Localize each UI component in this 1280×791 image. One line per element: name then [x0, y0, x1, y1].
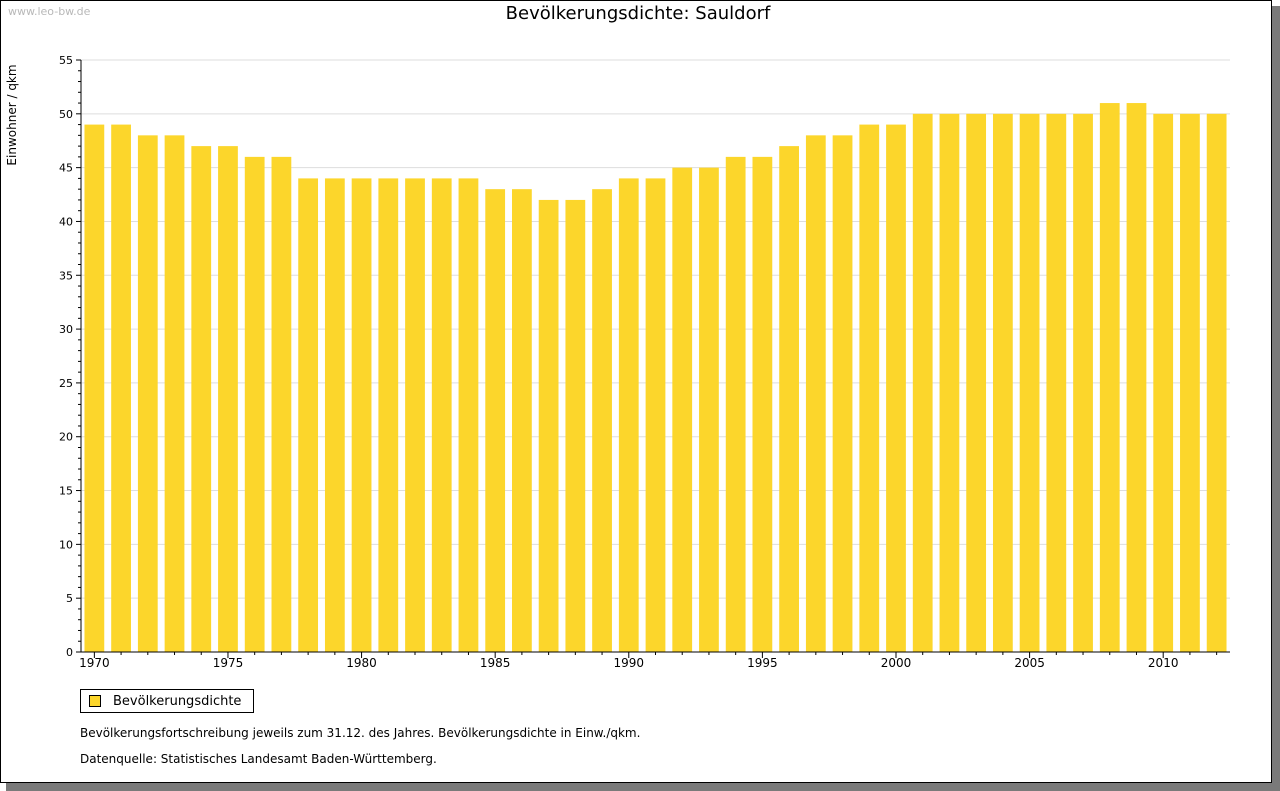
y-tick-label: 5 [66, 592, 73, 605]
y-axis-label: Einwohner / qkm [5, 64, 19, 165]
bar-1978 [298, 178, 319, 652]
bar-1992 [672, 167, 693, 653]
bar-2006 [1046, 113, 1067, 653]
x-tick-label: 1990 [614, 656, 645, 670]
y-tick-label: 10 [59, 538, 73, 551]
legend: Bevölkerungsdichte [80, 689, 255, 713]
x-tick-label: 1980 [346, 656, 377, 670]
bar-2001 [912, 113, 933, 653]
bar-1988 [565, 199, 586, 652]
frame-shadow-bottom [6, 783, 1280, 791]
bar-2010 [1153, 113, 1174, 653]
x-tick-label: 1975 [213, 656, 244, 670]
legend-label: Bevölkerungsdichte [113, 693, 242, 709]
bar-1973 [164, 135, 185, 652]
bar-1979 [324, 178, 345, 652]
y-tick-label: 20 [59, 431, 73, 444]
y-tick-label: 45 [59, 162, 73, 175]
bar-1996 [779, 146, 799, 653]
y-tick-label: 55 [59, 54, 73, 67]
watermark: www.leo-bw.de [8, 5, 91, 18]
bar-2008 [1099, 103, 1120, 652]
footnote-source: Datenquelle: Statistisches Landesamt Bad… [80, 752, 437, 766]
bar-1976 [244, 156, 265, 652]
x-tick-label: 2000 [881, 656, 912, 670]
bar-2000 [886, 124, 906, 653]
x-tick-label: 1970 [79, 656, 110, 670]
x-tick-label: 2005 [1014, 656, 1045, 670]
bar-2003 [966, 113, 987, 653]
bar-1970 [84, 124, 105, 653]
bar-1987 [538, 199, 559, 652]
bar-2009 [1126, 103, 1147, 652]
bar-1994 [725, 156, 746, 652]
y-tick-label: 40 [59, 215, 73, 228]
y-tick-label: 50 [59, 108, 73, 121]
bar-2012 [1206, 113, 1227, 653]
bar-1998 [832, 135, 853, 652]
bar-1983 [431, 178, 452, 652]
bar-1989 [592, 189, 612, 652]
legend-swatch [89, 695, 101, 707]
bar-2005 [1019, 113, 1040, 653]
y-tick-label: 15 [59, 485, 73, 498]
bar-1971 [111, 124, 131, 653]
bar-1981 [378, 178, 399, 652]
x-tick-label: 2010 [1148, 656, 1179, 670]
bar-1991 [645, 178, 666, 652]
bar-1993 [699, 167, 719, 653]
frame-shadow-right [1272, 6, 1280, 791]
bar-2007 [1073, 113, 1093, 653]
y-tick-label: 0 [66, 646, 73, 659]
bar-1972 [137, 135, 158, 652]
bar-1999 [859, 124, 880, 653]
bar-1974 [191, 146, 212, 653]
bar-2002 [939, 113, 960, 653]
y-tick-label: 35 [59, 269, 73, 282]
bar-1995 [752, 156, 773, 652]
bar-2011 [1180, 113, 1200, 653]
bar-1997 [805, 135, 826, 652]
bar-1975 [218, 146, 238, 653]
bar-1985 [485, 189, 506, 652]
bar-chart: 0 5 10 15 20 25 30 35 40 45 50 55 1970 1975 1980 1985 19… [5, 54, 1230, 670]
x-tick-label: 1995 [747, 656, 778, 670]
bar-1977 [271, 156, 292, 652]
bar-1984 [458, 178, 479, 652]
bar-1980 [351, 178, 372, 652]
bar-1982 [405, 178, 425, 652]
chart-title: Bevölkerungsdichte: Sauldorf [505, 3, 771, 24]
y-tick-label: 30 [59, 323, 73, 336]
footnote-description: Bevölkerungsfortschreibung jeweils zum 3… [80, 726, 641, 740]
y-tick-label: 25 [59, 377, 73, 390]
bar-2004 [992, 113, 1013, 653]
bar-1986 [512, 189, 532, 652]
bar-1990 [618, 178, 639, 652]
x-tick-label: 1985 [480, 656, 511, 670]
